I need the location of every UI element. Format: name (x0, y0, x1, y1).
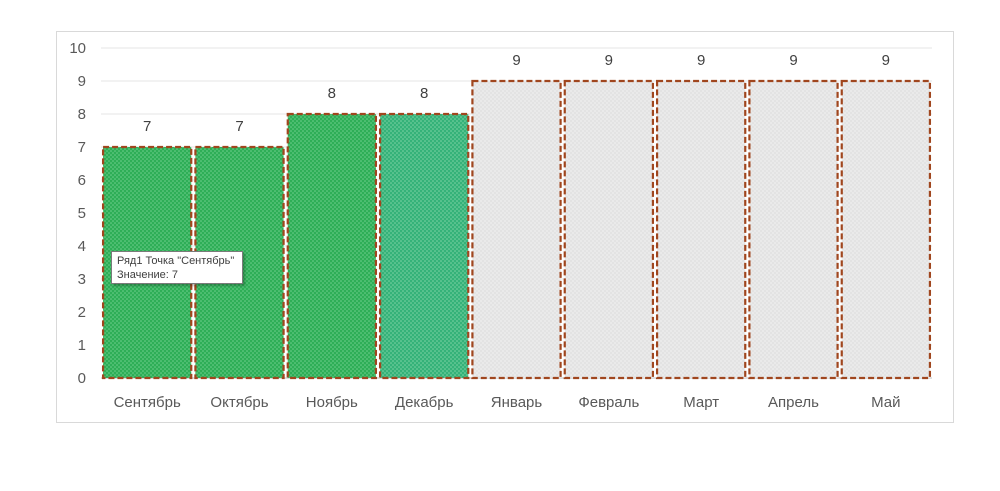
data-label: 9 (512, 52, 520, 69)
y-tick-label: 1 (78, 337, 86, 354)
data-label: 7 (143, 118, 151, 135)
y-tick-label: 8 (78, 106, 86, 123)
bar-9[interactable] (840, 79, 932, 380)
data-label: 9 (789, 52, 797, 69)
x-tick-label: Май (871, 394, 900, 411)
y-tick-label: 5 (78, 205, 86, 222)
x-tick-label: Март (683, 394, 719, 411)
x-tick-label: Сентябрь (114, 394, 181, 411)
tooltip-value: Значение: 7 (117, 269, 179, 281)
tooltip-series-point: Ряд1 Точка "Сентябрь" (117, 255, 235, 267)
y-tick-label: 3 (78, 271, 86, 288)
data-label: 8 (420, 85, 428, 102)
y-tick-label: 6 (78, 172, 86, 189)
data-label: 9 (882, 52, 890, 69)
data-label: 7 (235, 118, 243, 135)
bar-5[interactable] (471, 79, 562, 380)
bar-6[interactable] (563, 79, 655, 380)
bars (101, 79, 932, 380)
data-label: 9 (697, 52, 705, 69)
labels: 0 1 2 3 4 5 6 7 8 9 10 7 Сентябрь 7 Октябрь 8 Ноябрь 8 Дек… (69, 40, 900, 411)
y-tick-label: 0 (78, 370, 86, 387)
bar-3[interactable] (286, 112, 378, 380)
data-label: 9 (605, 52, 613, 69)
y-tick-label: 10 (69, 40, 86, 57)
bar-7[interactable] (655, 79, 747, 380)
x-tick-label: Январь (491, 394, 543, 411)
y-tick-label: 7 (78, 139, 86, 156)
x-tick-label: Февраль (578, 394, 639, 411)
bar-8[interactable] (748, 79, 839, 380)
x-tick-label: Октябрь (210, 394, 268, 411)
y-tick-label: 4 (78, 238, 86, 255)
x-tick-label: Ноябрь (306, 394, 358, 411)
data-point-tooltip: Ряд1 Точка "Сентябрь" Значение: 7 (111, 251, 243, 284)
data-label: 8 (328, 85, 336, 102)
x-tick-label: Апрель (768, 394, 819, 411)
bar-4[interactable] (378, 112, 470, 380)
y-tick-label: 2 (78, 304, 86, 321)
x-tick-label: Декабрь (395, 394, 454, 411)
y-tick-label: 9 (78, 73, 86, 90)
